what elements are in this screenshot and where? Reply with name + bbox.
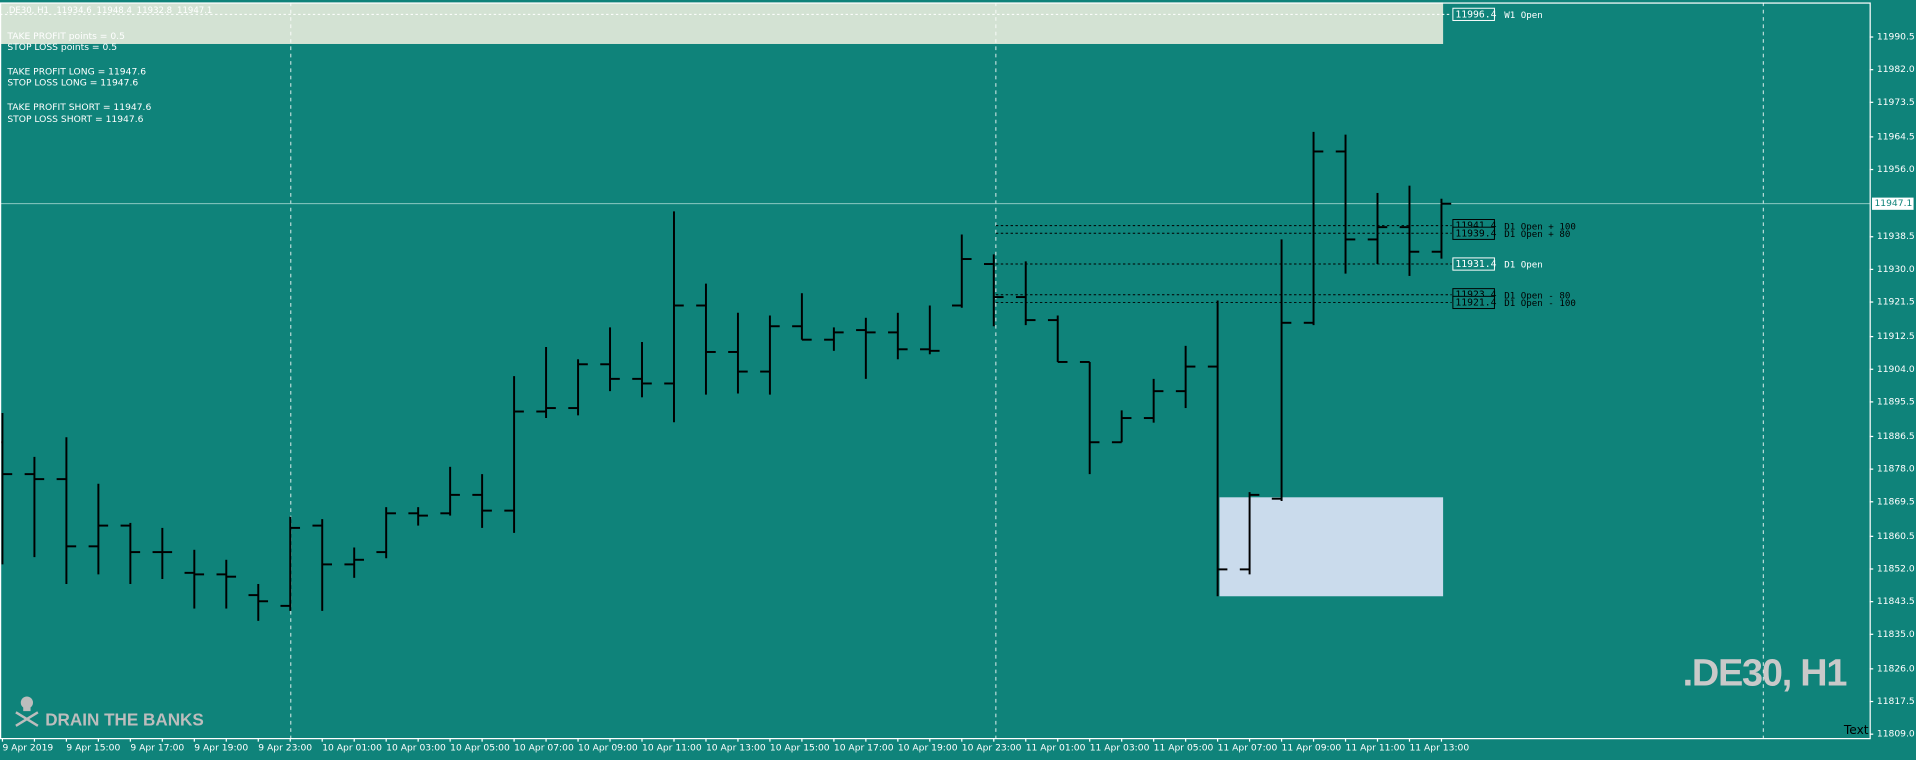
- y-tick-label: 11860.5: [1877, 531, 1915, 542]
- y-tick-label: 11809.0: [1877, 729, 1915, 740]
- level-value: 11941.4: [1455, 221, 1496, 232]
- y-tick-label: 11852.0: [1877, 564, 1915, 575]
- y-tick-label: 11930.0: [1877, 264, 1915, 275]
- x-tick-label: 9 Apr 17:00: [130, 742, 184, 753]
- plot: 11996.4 W1 Open 11941.4 D1 Open + 100 11939.…: [0, 7, 1870, 621]
- demand-zone: [1219, 497, 1444, 597]
- branding: DRAIN THE BANKS: [45, 710, 204, 729]
- y-tick-label: 11982.0: [1877, 64, 1915, 75]
- low: 11932.8: [137, 5, 172, 15]
- y-tick-label: 11921.5: [1877, 297, 1915, 308]
- info-line: TAKE PROFIT points = 0.5: [6, 31, 125, 42]
- x-tick-label: 11 Apr 11:00: [1346, 742, 1406, 753]
- x-tick-label: 9 Apr 23:00: [258, 742, 312, 753]
- x-tick-label: 10 Apr 07:00: [514, 742, 574, 753]
- x-tick-label: 11 Apr 01:00: [1026, 742, 1086, 753]
- close: 11947.1: [177, 5, 212, 15]
- level-box: [1452, 7, 1495, 21]
- current-price-label: 11947.1: [1874, 198, 1912, 209]
- y-tick-label: 11938.5: [1877, 231, 1915, 242]
- y-tick-label: 11895.5: [1877, 396, 1915, 407]
- corner-text: Text: [1843, 723, 1869, 737]
- y-tick-label: 11826.0: [1877, 663, 1915, 674]
- current-price-box: [1872, 197, 1914, 210]
- plot-frame: [0, 2, 1871, 740]
- y-tick-label: 11886.5: [1877, 431, 1915, 442]
- x-tick-label: 10 Apr 15:00: [770, 742, 830, 753]
- x-tick-label: 10 Apr 17:00: [834, 742, 894, 753]
- x-tick-label: 11 Apr 09:00: [1282, 742, 1342, 753]
- x-tick-label: 9 Apr 15:00: [66, 742, 120, 753]
- y-tick-label: 11878.0: [1877, 464, 1915, 475]
- symbol: .DE30, H1: [6, 5, 49, 15]
- info-line: STOP LOSS points = 0.5: [7, 42, 117, 53]
- period-separators: [290, 2, 1764, 739]
- y-tick-label: 11973.5: [1877, 97, 1915, 108]
- level-label: D1 Open - 80: [1504, 290, 1570, 301]
- header: .DE30, H1 11934.6 11948.4 11932.8 11947.1: [6, 5, 212, 15]
- level-label: D1 Open - 100: [1504, 298, 1576, 309]
- level-label: D1 Open + 100: [1504, 221, 1576, 232]
- skull-icon: [15, 696, 39, 727]
- x-tick-label: 9 Apr 19:00: [194, 742, 248, 753]
- y-tick-label: 11869.5: [1877, 496, 1915, 507]
- x-tick-label: 10 Apr 05:00: [450, 742, 510, 753]
- level-box: [1452, 257, 1495, 271]
- y-tick-label: 11904.0: [1877, 364, 1915, 375]
- level-box: [1452, 295, 1495, 310]
- y-tick-label: 11843.5: [1877, 596, 1915, 607]
- x-tick-label: 11 Apr 03:00: [1090, 742, 1150, 753]
- level-value: 11921.4: [1455, 297, 1496, 308]
- x-tick-label: 10 Apr 03:00: [386, 742, 446, 753]
- info-line: STOP LOSS SHORT = 11947.6: [7, 114, 143, 125]
- level-label: D1 Open: [1504, 260, 1543, 271]
- y-tick-label: 11964.5: [1877, 131, 1915, 142]
- high: 11948.4: [97, 5, 132, 15]
- y-tick-label: 11835.0: [1877, 629, 1915, 640]
- x-tick-label: 10 Apr 01:00: [322, 742, 382, 753]
- level-value: 11939.4: [1455, 228, 1496, 239]
- x-tick-label: 9 Apr 2019: [2, 742, 53, 753]
- x-tick-label: 11 Apr 07:00: [1218, 742, 1278, 753]
- x-tick-label: 10 Apr 09:00: [578, 742, 638, 753]
- level-value: 11931.4: [1455, 259, 1496, 270]
- x-tick-label: 10 Apr 11:00: [642, 742, 702, 753]
- level-value: 11996.4: [1455, 9, 1496, 20]
- y-tick-label: 11990.5: [1877, 32, 1915, 43]
- x-tick-label: 10 Apr 19:00: [898, 742, 958, 753]
- watermark: .DE30, H1: [1683, 653, 1847, 695]
- open: 11934.6: [56, 5, 91, 15]
- level-label: W1 Open: [1504, 10, 1543, 21]
- x-tick-label: 11 Apr 13:00: [1409, 742, 1469, 753]
- x-tick-label: 11 Apr 05:00: [1154, 742, 1214, 753]
- level-value: 11923.4: [1455, 290, 1496, 301]
- week-zone: [0, 2, 1444, 44]
- info-line: TAKE PROFIT LONG = 11947.6: [6, 67, 146, 78]
- level-label: D1 Open + 80: [1504, 229, 1570, 240]
- y-tick-label: 11956.0: [1877, 164, 1915, 175]
- x-tick-label: 10 Apr 13:00: [706, 742, 766, 753]
- y-tick-label: 11817.5: [1877, 696, 1915, 707]
- x-tick-label: 10 Apr 23:00: [962, 742, 1022, 753]
- info-line: TAKE PROFIT SHORT = 11947.6: [6, 102, 151, 113]
- info-line: STOP LOSS LONG = 11947.6: [7, 78, 138, 89]
- y-tick-label: 11912.5: [1877, 331, 1915, 342]
- level-box: [1452, 226, 1495, 240]
